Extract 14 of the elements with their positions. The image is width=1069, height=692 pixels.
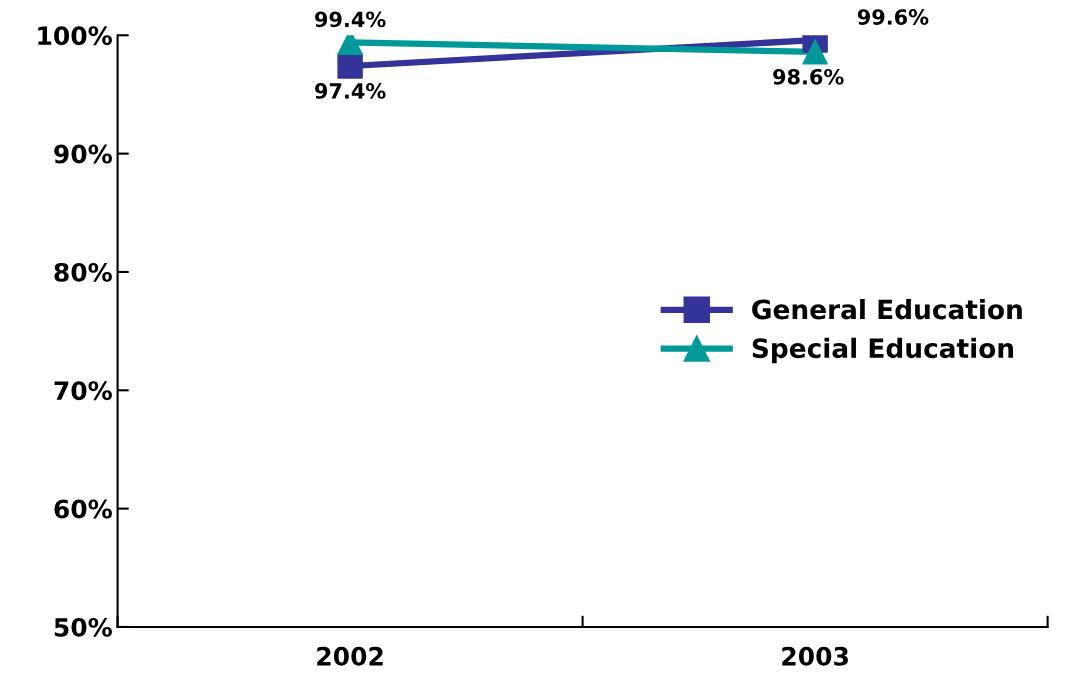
data-label: 99.6% — [857, 9, 929, 25]
x-tick-label: 2002 — [317, 646, 383, 666]
y-tick-label: 100% — [38, 26, 112, 46]
y-tick-label: 90% — [54, 144, 112, 164]
data-label: 99.4% — [315, 11, 386, 28]
y-tick-label: 70% — [54, 381, 112, 401]
data-label: 98.6% — [773, 68, 844, 85]
legend-label: General Education — [752, 298, 1022, 320]
legend-label: Special Education — [752, 337, 1014, 364]
x-tick-label: 2003 — [782, 646, 848, 666]
y-tick-label: 50% — [54, 617, 112, 637]
data-label: 97.4% — [315, 83, 386, 99]
y-tick-label: 60% — [54, 499, 112, 519]
y-tick-label: 80% — [54, 262, 112, 282]
